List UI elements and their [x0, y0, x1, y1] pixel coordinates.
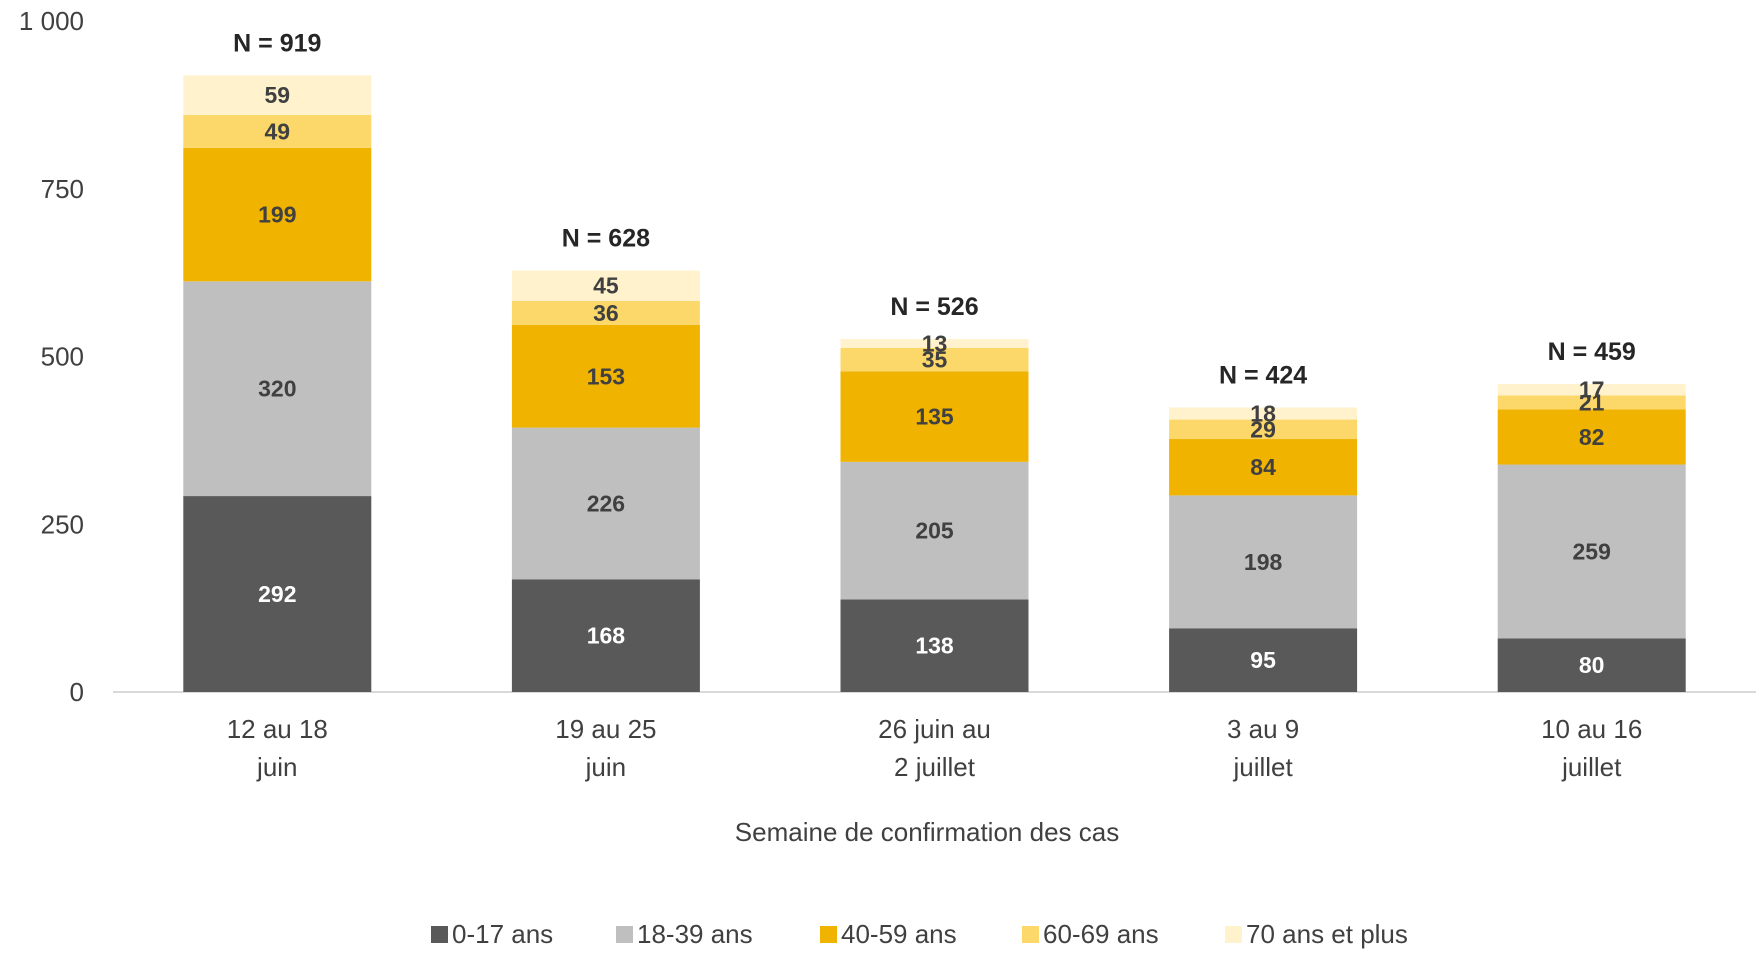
bar-segment [840, 371, 1029, 462]
data-label: 168 [587, 623, 626, 649]
y-tick-label: 0 [70, 677, 84, 707]
data-label: 226 [587, 490, 625, 516]
legend-swatch [1225, 926, 1242, 943]
bar-segment [1497, 384, 1686, 396]
data-label: 21 [1579, 389, 1605, 415]
bar-segment [840, 599, 1029, 692]
x-tick-label: 10 au 16 [1541, 714, 1642, 744]
legend-swatch [431, 926, 448, 943]
legend-label: 70 ans et plus [1246, 919, 1408, 949]
y-axis-ticks: 0 250 500 750 1 000 [19, 6, 84, 707]
x-tick-label: 12 au 18 [227, 714, 328, 744]
legend-label: 0-17 ans [452, 919, 553, 949]
data-label: 17 [1579, 377, 1605, 403]
legend-swatch [1022, 926, 1039, 943]
bar-segment [183, 281, 372, 497]
bar-segment [1497, 409, 1686, 465]
data-label: 259 [1573, 538, 1611, 564]
bar-segment [1497, 464, 1686, 639]
x-tick-label: juin [256, 752, 297, 782]
bar-segment [1169, 419, 1358, 440]
total-label: N = 526 [890, 293, 978, 321]
data-label: 59 [265, 82, 291, 108]
legend: 0-17 ans 18-39 ans 40-59 ans 60-69 ans 70 an… [431, 919, 1408, 949]
data-label: 18 [1250, 401, 1276, 427]
bar-segment [511, 324, 700, 428]
x-axis-labels: 12 au 18 juin 19 au 25 juin 26 juin au 2 juil… [227, 714, 1643, 782]
bar-segment [1497, 638, 1686, 692]
total-label: N = 628 [562, 225, 650, 253]
bar-segment [183, 114, 372, 148]
x-tick-label: 2 juillet [894, 752, 976, 782]
legend-label: 60-69 ans [1043, 919, 1159, 949]
total-label: N = 459 [1548, 338, 1636, 366]
x-tick-label: juillet [1232, 752, 1293, 782]
data-label: 13 [922, 330, 948, 356]
bar-segment [1169, 628, 1358, 692]
bar-segment [1169, 495, 1358, 629]
data-label: 138 [915, 633, 954, 659]
x-tick-label: 3 au 9 [1227, 714, 1299, 744]
bar-segment [511, 579, 700, 692]
total-label: N = 424 [1219, 361, 1307, 389]
legend-label: 40-59 ans [841, 919, 957, 949]
x-axis-title: Semaine de confirmation des cas [735, 817, 1119, 847]
x-tick-label: juillet [1561, 752, 1622, 782]
data-label: 35 [922, 347, 948, 373]
bar-segment [1169, 439, 1358, 496]
bar-segment [840, 461, 1029, 600]
bar-segment [840, 347, 1029, 372]
total-label: N = 919 [233, 29, 321, 57]
data-label: 95 [1250, 647, 1276, 673]
data-label: 84 [1250, 454, 1276, 480]
bar-segment [1169, 407, 1358, 420]
bar-segment [183, 75, 372, 115]
x-tick-label: juin [585, 752, 626, 782]
y-tick-label: 1 000 [19, 6, 84, 36]
data-label: 199 [258, 202, 296, 228]
x-tick-label: 26 juin au [878, 714, 991, 744]
data-label: 36 [593, 300, 619, 326]
data-label: 82 [1579, 424, 1605, 450]
data-label: 153 [587, 363, 625, 389]
y-tick-label: 500 [41, 342, 84, 372]
y-tick-label: 250 [41, 509, 84, 539]
data-label: 198 [1244, 549, 1283, 575]
bar-segment [183, 496, 372, 692]
data-label: 135 [915, 404, 954, 430]
legend-swatch [616, 926, 633, 943]
data-label: 49 [265, 118, 291, 144]
bar-segment [511, 427, 700, 580]
bar-segment [511, 300, 700, 325]
bar-segment [511, 270, 700, 301]
y-tick-label: 750 [41, 174, 84, 204]
bar-segment [840, 339, 1029, 348]
legend-swatch [820, 926, 837, 943]
bar-segment [1497, 395, 1686, 410]
data-label: 80 [1579, 652, 1605, 678]
data-label: 29 [1250, 416, 1276, 442]
data-label: 320 [258, 376, 296, 402]
data-label: 45 [593, 273, 619, 299]
data-label: 205 [915, 518, 954, 544]
legend-label: 18-39 ans [637, 919, 753, 949]
bar-segment [183, 147, 372, 282]
data-label: 292 [258, 581, 296, 607]
x-tick-label: 19 au 25 [555, 714, 656, 744]
